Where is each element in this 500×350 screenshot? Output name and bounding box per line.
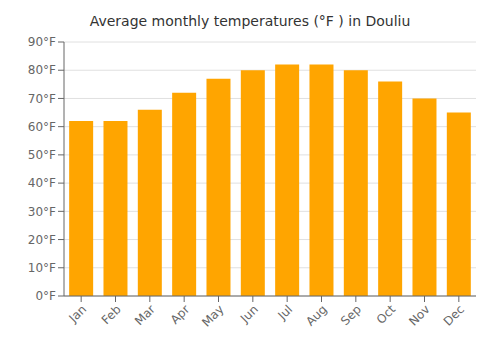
svg-text:Jan: Jan xyxy=(66,302,90,326)
svg-text:Mar: Mar xyxy=(132,302,158,328)
svg-text:Dec: Dec xyxy=(441,302,467,328)
svg-text:70°F: 70°F xyxy=(28,92,56,106)
svg-text:May: May xyxy=(199,302,226,329)
svg-text:80°F: 80°F xyxy=(28,63,56,77)
svg-text:30°F: 30°F xyxy=(28,205,56,219)
svg-text:20°F: 20°F xyxy=(28,233,56,247)
svg-text:Apr: Apr xyxy=(168,302,193,327)
svg-text:10°F: 10°F xyxy=(28,261,56,275)
svg-text:Oct: Oct xyxy=(374,302,399,327)
svg-text:50°F: 50°F xyxy=(28,148,56,162)
html-text:Average monthly temperatures (: Average monthly temperatures (°F ) in Do… xyxy=(89,13,411,29)
svg-text:Nov: Nov xyxy=(406,302,432,328)
svg-text:Aug: Aug xyxy=(303,302,329,328)
svg-text:0°F: 0°F xyxy=(35,289,56,303)
svg-text:Jul: Jul xyxy=(274,302,295,323)
svg-text:Jun: Jun xyxy=(237,302,261,326)
svg-text:90°F: 90°F xyxy=(28,35,56,49)
svg-text:60°F: 60°F xyxy=(28,120,56,134)
svg-text:40°F: 40°F xyxy=(28,176,56,190)
svg-text:Feb: Feb xyxy=(99,302,124,327)
svg-text:Sep: Sep xyxy=(338,302,364,328)
